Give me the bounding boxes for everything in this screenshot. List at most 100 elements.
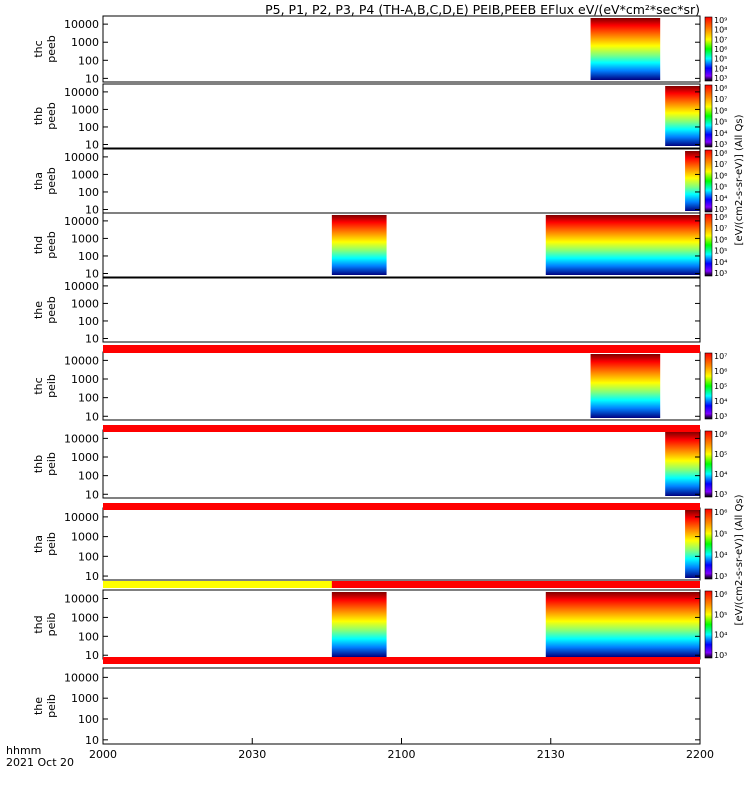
spectrogram-block — [545, 592, 700, 657]
panel-label: thd peib — [32, 613, 58, 637]
colorbar-fill — [704, 213, 713, 277]
panel-frame — [102, 429, 701, 499]
y-tick-label: 100 — [78, 470, 99, 483]
spectrogram-block — [590, 354, 661, 418]
colorbar-tick-label: 10⁶ — [714, 45, 727, 54]
panel-label-probe: thb — [32, 455, 45, 473]
y-tick-label: 1000 — [71, 611, 99, 624]
panel-label: thd peeb — [32, 231, 58, 259]
panel-label-probe: tha — [32, 172, 45, 190]
colorbar-tick-label: 10⁴ — [714, 470, 727, 479]
colorbar-tick-label: 10⁷ — [714, 224, 727, 233]
panel-label-product: peib — [45, 374, 58, 398]
x-tick-label: 2100 — [388, 748, 416, 761]
colorbar-tick-label: 10⁴ — [714, 258, 727, 267]
x-tick-label: 2200 — [686, 748, 714, 761]
plot-title: P5, P1, P2, P3, P4 (TH-A,B,C,D,E) PEIB,P… — [265, 2, 700, 17]
colorbar: 10⁸ 10⁷ 10⁶ 10⁵ 10⁴ 10³ — [704, 213, 727, 278]
panel-label-probe: thd — [32, 615, 45, 633]
spectrogram-block — [665, 86, 700, 146]
spectrogram-panels: 1010010001000010100100010000101001000100… — [64, 15, 701, 747]
y-tick-label: 10000 — [64, 151, 99, 164]
colorbar-tick-label: 10⁶ — [714, 235, 727, 244]
panel-label: tha peib — [32, 532, 58, 556]
colorbar: 10⁶ 10⁵ 10⁴ 10³ — [704, 430, 727, 499]
colorbar-fill — [704, 352, 713, 420]
panel-label-probe: tha — [32, 535, 45, 553]
y-tick-label: 10000 — [64, 18, 99, 31]
panel-label-product: peeb — [45, 167, 58, 195]
colorbar-tick-label: 10⁴ — [714, 631, 727, 640]
panel-label: the peeb — [32, 296, 58, 324]
colorbar-tick-label: 10³ — [714, 412, 727, 421]
y-tick-label: 10 — [85, 488, 99, 501]
colorbar-tick-label: 10³ — [714, 140, 727, 149]
panel-label-product: peib — [45, 694, 58, 718]
colorbar-tick-label: 10⁸ — [714, 149, 727, 158]
panel-label-product: peeb — [45, 231, 58, 259]
panel-frame — [102, 15, 701, 83]
colorbar-tick-label: 10³ — [714, 205, 727, 214]
colorbar-tick-label: 10⁷ — [714, 95, 727, 104]
y-tick-label: 100 — [78, 392, 99, 405]
y-tick-label: 10 — [85, 267, 99, 280]
date-label: 2021 Oct 20 — [6, 756, 74, 769]
panel-label-product: peeb — [45, 102, 58, 130]
panel-label: thc peeb — [32, 35, 58, 63]
colorbar-tick-label: 10³ — [714, 490, 727, 499]
x-tick-label: 2030 — [238, 748, 266, 761]
colorbar-tick-label: 10³ — [714, 74, 727, 83]
panel-frame — [102, 212, 701, 278]
colorbar-tick-label: 10⁶ — [714, 430, 727, 439]
spectrogram-block — [665, 432, 700, 496]
panel-frame — [102, 148, 701, 214]
flag-bar-red — [103, 425, 700, 432]
panel-label-probe: thc — [32, 40, 45, 57]
flag-bar-yellow — [103, 581, 332, 588]
colorbar-tick-label: 10⁵ — [714, 183, 727, 192]
y-tick-label: 1000 — [71, 103, 99, 116]
colorbar-tick-label: 10⁸ — [714, 213, 727, 222]
spectrogram-block — [545, 215, 700, 275]
colorbar-tick-label: 10⁷ — [714, 160, 727, 169]
flag-bar-red — [103, 503, 700, 510]
y-tick-label: 100 — [78, 713, 99, 726]
flag-bars — [103, 345, 700, 664]
colorbar-tick-label: 10³ — [714, 269, 727, 278]
y-tick-label: 1000 — [71, 297, 99, 310]
y-tick-label: 10 — [85, 203, 99, 216]
panel-frame — [102, 277, 701, 343]
panel-label-probe: the — [32, 697, 45, 715]
colorbar-tick-label: 10⁸ — [714, 26, 727, 35]
colorbar-tick-label: 10⁴ — [714, 194, 727, 203]
y-tick-label: 100 — [78, 186, 99, 199]
x-tick-label: 2000 — [89, 748, 117, 761]
panel-label: thc peib — [32, 374, 58, 398]
colorbar-tick-label: 10⁴ — [714, 397, 727, 406]
flag-bar-red — [103, 345, 700, 353]
y-tick-label: 10000 — [64, 511, 99, 524]
colorbar-tick-label: 10⁵ — [714, 382, 727, 391]
colorbar-tick-label: 10⁸ — [714, 84, 727, 93]
panel-label-product: peeb — [45, 35, 58, 63]
panel-label-product: peib — [45, 532, 58, 556]
panel-thc-peeb: 10 100 1000 10000 — [64, 15, 701, 85]
x-tick-label: 2130 — [537, 748, 565, 761]
colorbars: 10⁹10⁸10⁷10⁶10⁵10⁴10³10⁸10⁷10⁶10⁵10⁴10³1… — [704, 16, 745, 660]
panel-frame — [102, 507, 701, 581]
y-tick-label: 1000 — [71, 232, 99, 245]
colorbar: 10⁸ 10⁷ 10⁶ 10⁵ 10⁴ 10³ — [704, 149, 727, 214]
x-axis-label: hhmm — [6, 744, 41, 757]
panel-tha-peeb: 10 100 1000 10000 — [64, 148, 701, 216]
y-tick-label: 1000 — [71, 531, 99, 544]
y-tick-label: 10000 — [64, 354, 99, 367]
colorbar-label-peeb: [eV/(cm2-s-sr-eV)] (All Qs) — [734, 114, 745, 245]
colorbar-fill — [704, 590, 713, 659]
colorbar-tick-label: 10⁴ — [714, 129, 727, 138]
panel-label: the peib — [32, 694, 58, 718]
panel-frame — [102, 667, 701, 745]
y-tick-label: 10 — [85, 734, 99, 747]
